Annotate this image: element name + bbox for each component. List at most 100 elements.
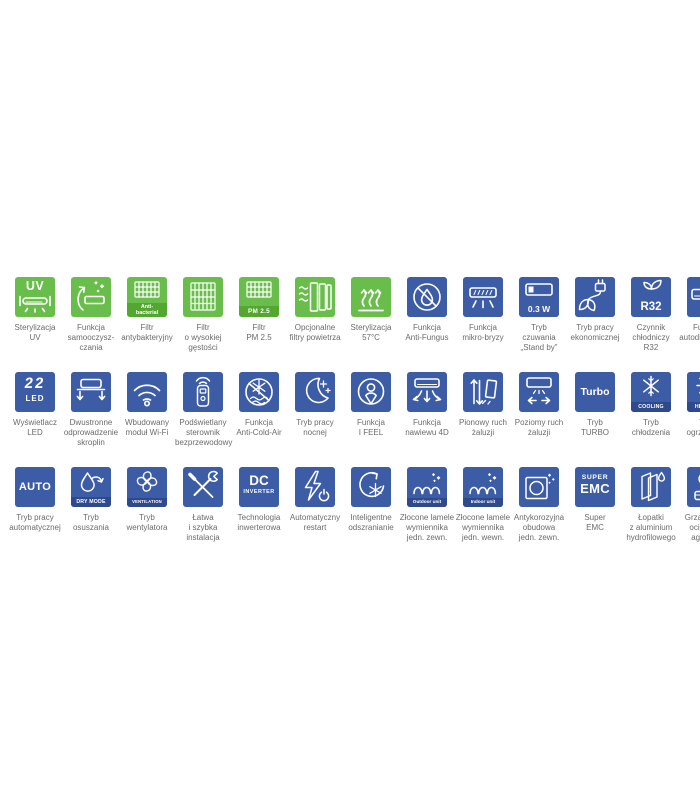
icon-text: INVERTER [243, 488, 275, 495]
tools-icon [183, 467, 223, 507]
no-cold-draft-glyph [245, 378, 273, 406]
up-down-arrows-glyph [470, 379, 498, 405]
icon-badge: PM 2.5 [239, 306, 279, 317]
auto-mode-icon: AUTO [15, 467, 55, 507]
gold-fins-outdoor-icon: Outdoor unit [407, 467, 447, 507]
feature-autodiagnostics: Funkcja autodiagnostyki [679, 277, 700, 372]
feature-heating-mode: HEATING Tryb ogrzewania [679, 372, 700, 467]
feature-anti-cold-air: Funkcja Anti-Cold-Air [231, 372, 287, 467]
magnifier-ac-glyph [691, 288, 700, 300]
person-target-glyph [357, 378, 385, 405]
feature-label: Poziomy ruch żaluzji [514, 418, 564, 437]
feature-turbo-mode: Turbo Tryb TURBO [567, 372, 623, 467]
vertical-louver-icon [463, 372, 503, 412]
leaf-plug-glyph [578, 279, 606, 312]
filter-grid-glyph [246, 281, 272, 298]
feature-super-emc: SUPER EMC Super EMC [567, 467, 623, 562]
cooling-mode-icon: COOLING [631, 372, 671, 412]
feature-standby-03w: 0.3 W Tryb czuwania „Stand by” [511, 277, 567, 372]
anti-corrosion-icon [519, 467, 559, 507]
refresh-snowflake-glyph [359, 471, 385, 498]
remote-control-icon [183, 372, 223, 412]
feature-label: Łatwa i szybka instalacja [186, 513, 220, 542]
feature-aluminium-blades: Łopatki z aluminium hydrofilowego [623, 467, 679, 562]
icon-badge: HEATING [687, 402, 700, 412]
icon-text: EMC [580, 481, 610, 496]
feature-dry-mode: DRY MODE Tryb osuszania [63, 467, 119, 562]
ac-airflow-glyph [469, 287, 497, 309]
feature-label: Filtr PM 2.5 [246, 323, 272, 342]
feature-i-feel: Funkcja I FEEL [343, 372, 399, 467]
feature-label: Tryb pracy ekonomicznej [570, 323, 620, 342]
feature-pm25-filter: PM 2.5 Filtr PM 2.5 [231, 277, 287, 372]
two-side-drain-icon [71, 372, 111, 412]
icon-text: DC [249, 472, 269, 488]
feature-label: Złocone lamele wymiennika jedn. wewn. [455, 513, 511, 542]
feature-label: Tryb ogrzewania [686, 418, 700, 437]
dc-inverter-icon: DC INVERTER [239, 467, 279, 507]
feature-gold-fins-indoor: Indoor unit Złocone lamele wymiennika je… [455, 467, 511, 562]
pm25-filter-icon: PM 2.5 [239, 277, 279, 317]
feature-label: Opcjonalne filtry powietrza [289, 323, 341, 342]
coil-sparkle-glyph [469, 473, 497, 495]
feature-backlit-remote: Podświetlany sterownik bezprzewodowy [175, 372, 233, 467]
dense-grid-glyph [190, 282, 216, 311]
icon-badge: Outdoor unit [407, 497, 447, 507]
antibacterial-filter-icon: Anti- bacterial [127, 277, 167, 317]
feature-micro-breeze: Funkcja mikro-bryzy [455, 277, 511, 372]
feature-dc-inverter: DC INVERTER Technologia inwerterowa [231, 467, 287, 562]
bolt-power-glyph [304, 470, 330, 502]
icon-badge: DRY MODE [71, 497, 111, 507]
feature-vertical-louver: Pionowy ruch żaluzji [455, 372, 511, 467]
feature-label: Super EMC [584, 513, 606, 532]
feature-high-density-filter: Filtr o wysokiej gęstości [175, 277, 231, 372]
tray-heat-glyph [694, 474, 700, 501]
feature-label: Automatyczny restart [289, 513, 341, 532]
optional-air-filters-icon [295, 277, 335, 317]
airflow-4d-icon [407, 372, 447, 412]
ac-arrows-glyph [412, 378, 442, 403]
feature-ventilation-mode: VENTILATION Tryb wentylatora [119, 467, 175, 562]
coil-sparkle-glyph [413, 473, 441, 495]
feature-gold-fins-outdoor: Outdoor unit Złocone lamele wymiennika j… [399, 467, 455, 562]
feature-r32-refrigerant: R32 Czynnik chłodniczy R32 [623, 277, 679, 372]
feature-label: Funkcja autodiagnostyki [679, 323, 700, 342]
feature-label: Złocone lamele wymiennika jedn. zewn. [399, 513, 455, 542]
feature-easy-installation: Łatwa i szybka instalacja [175, 467, 231, 562]
heat-waves-glyph [358, 289, 384, 312]
feature-label: Funkcja mikro-bryzy [462, 323, 504, 342]
eco-operation-icon [575, 277, 615, 317]
feature-antibacterial-filter: Anti- bacterial Filtr antybakteryjny [119, 277, 175, 372]
aluminium-blades-icon [631, 467, 671, 507]
self-cleaning-icon [71, 277, 111, 317]
feature-auto-restart: Automatyczny restart [287, 467, 343, 562]
sun-glyph [696, 377, 700, 394]
feature-label: Sterylizacja 57°C [350, 323, 392, 342]
feature-drain-pan-heater: Grzałka tacy ociekowej agregatu [679, 467, 700, 562]
feature-label: Filtr o wysokiej gęstości [184, 323, 222, 352]
feature-anti-fungus: Funkcja Anti-Fungus [399, 277, 455, 372]
feature-anti-corrosion-housing: Antykorozyjna obudowa jedn. zewn. [511, 467, 567, 562]
icon-text: SUPER [581, 473, 609, 481]
filter-panels-glyph [298, 282, 332, 312]
feature-label: Funkcja Anti-Cold-Air [236, 418, 282, 437]
feature-label: Tryb TURBO [581, 418, 609, 437]
feature-label: Tryb wentylatora [126, 513, 168, 532]
feature-self-cleaning: Funkcja samooczysz- czania [63, 277, 119, 372]
filter-grid-glyph [134, 281, 160, 298]
feature-label: Pionowy ruch żaluzji [458, 418, 508, 437]
feature-label: Czynnik chłodniczy R32 [632, 323, 670, 352]
feature-label: Technologia inwerterowa [237, 513, 281, 532]
fan-glyph [136, 471, 158, 492]
micro-breeze-icon [463, 277, 503, 317]
icon-text: AUTO [18, 481, 52, 493]
feature-intelligent-defrost: Inteligentne odszranianie [343, 467, 399, 562]
feature-uv-sterilization: UV Sterylizacja UV [7, 277, 63, 372]
icon-badge: Indoor unit [463, 497, 503, 507]
feature-auto-mode: AUTO Tryb pracy automatycznej [7, 467, 63, 562]
feature-label: Podświetlany sterownik bezprzewodowy [175, 418, 233, 447]
leaves-glyph [643, 279, 662, 290]
no-droplet-glyph [413, 283, 441, 311]
feature-optional-air-filters: Opcjonalne filtry powietrza [287, 277, 343, 372]
feature-label: Funkcja Anti-Fungus [405, 323, 449, 342]
